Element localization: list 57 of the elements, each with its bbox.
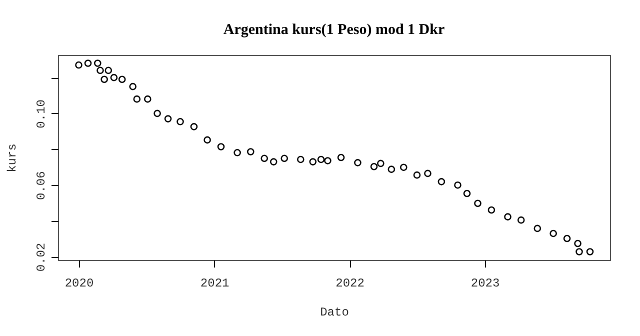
- point: [84, 60, 92, 67]
- point: [164, 115, 172, 122]
- x-tick-label: 2020: [64, 276, 94, 290]
- point: [576, 248, 583, 256]
- point: [474, 200, 482, 208]
- point: [550, 230, 557, 238]
- x-tick-label: 2021: [200, 276, 230, 290]
- point: [104, 66, 112, 74]
- point: [260, 154, 268, 162]
- point: [118, 76, 126, 84]
- point: [110, 74, 118, 82]
- point: [190, 123, 198, 130]
- point: [94, 60, 102, 67]
- point: [324, 157, 332, 164]
- point: [424, 170, 432, 178]
- point: [504, 213, 512, 220]
- point: [234, 149, 241, 156]
- point: [144, 95, 152, 103]
- y-tick-label: 0.06: [34, 171, 48, 200]
- point: [463, 190, 471, 198]
- point: [270, 158, 278, 166]
- point: [413, 171, 421, 179]
- point: [204, 136, 211, 144]
- point: [354, 159, 362, 166]
- x-tick-label: 2022: [336, 276, 364, 290]
- point: [309, 158, 317, 166]
- point: [517, 216, 525, 224]
- point: [488, 206, 496, 214]
- y-tick-label: 0.10: [34, 100, 48, 128]
- point: [96, 66, 104, 74]
- point: [563, 234, 571, 242]
- y-axis-title: kurs: [6, 144, 20, 172]
- point: [438, 178, 446, 186]
- point: [534, 224, 542, 232]
- chart-title: Argentina kurs(1 Peso) mod 1 Dkr: [223, 22, 445, 38]
- point: [100, 76, 108, 84]
- point: [297, 156, 304, 164]
- point: [176, 118, 184, 126]
- point: [377, 160, 384, 168]
- point: [317, 156, 325, 164]
- point: [586, 248, 594, 256]
- x-axis-title: Dato: [320, 306, 349, 320]
- point: [246, 148, 254, 156]
- y-tick-label: 0.02: [34, 242, 48, 272]
- point: [337, 154, 345, 162]
- point: [75, 61, 82, 69]
- point: [388, 166, 396, 173]
- point: [280, 154, 288, 162]
- point: [454, 181, 462, 189]
- point: [370, 162, 378, 170]
- point: [574, 240, 582, 248]
- point: [133, 95, 141, 103]
- point: [129, 82, 136, 90]
- point: [400, 164, 408, 171]
- point: [154, 110, 161, 118]
- x-tick-label: 2023: [470, 276, 500, 290]
- point: [217, 143, 225, 150]
